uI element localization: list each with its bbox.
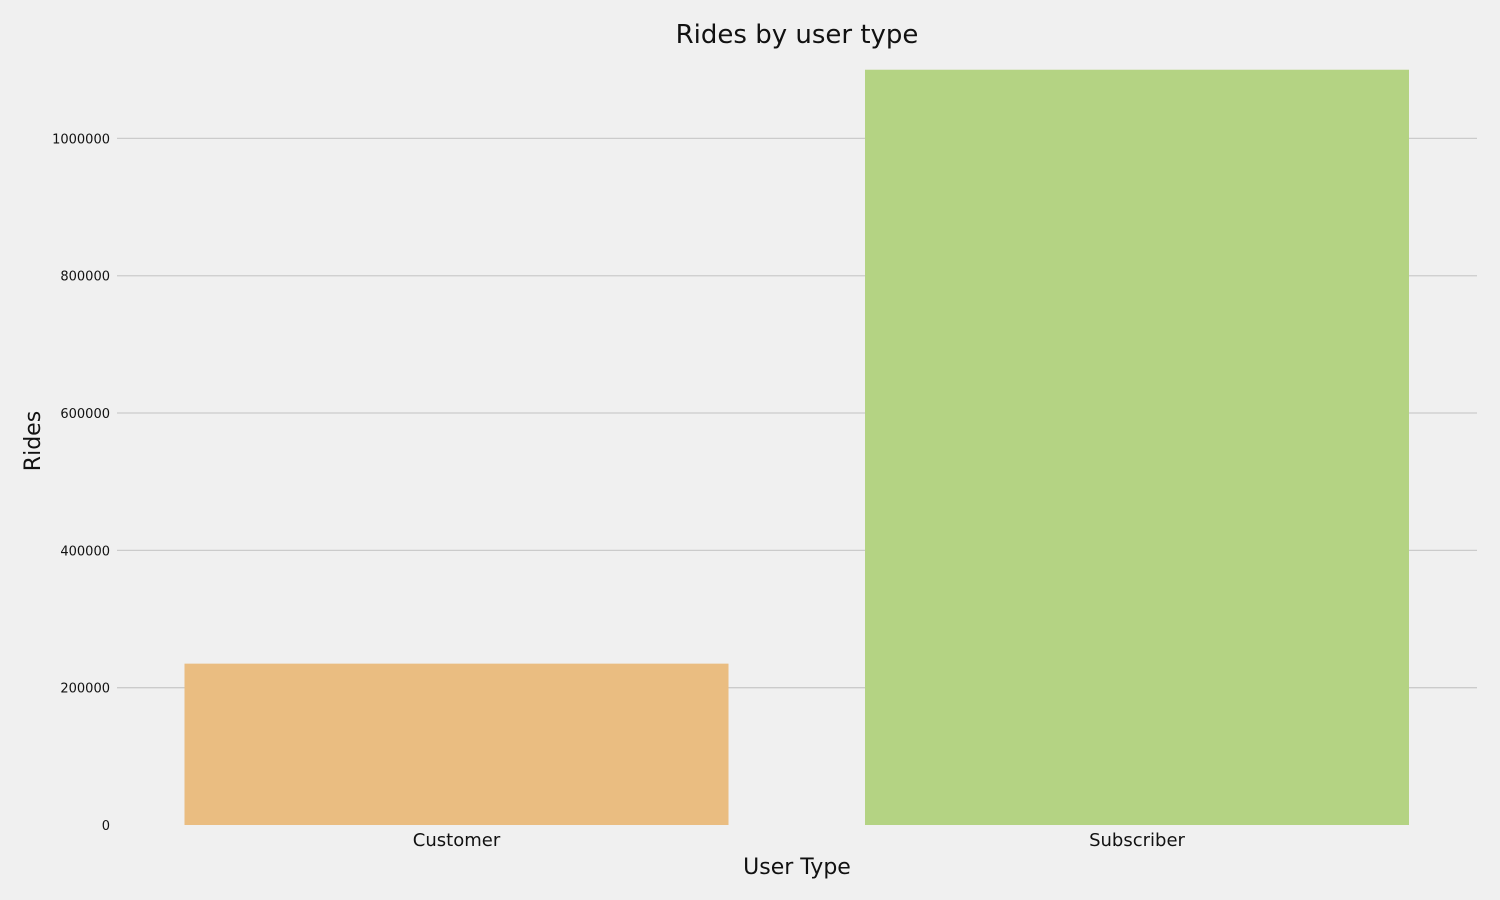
y-tick-label: 800000 (60, 270, 110, 285)
y-tick-label: 1000000 (52, 132, 110, 147)
y-tick-label: 200000 (60, 682, 110, 697)
y-tick-labels: 0 200000 400000 600000 800000 1000000 (52, 132, 110, 834)
y-axis-label: Rides (21, 411, 46, 471)
bars (184, 69, 1409, 826)
x-tick-labels: Customer Subscriber (413, 830, 1186, 851)
bar-customer (184, 663, 729, 825)
chart-title: Rides by user type (676, 20, 919, 50)
y-tick-label: 600000 (60, 407, 110, 422)
y-tick-label: 0 (102, 819, 110, 834)
x-tick-label: Subscriber (1089, 830, 1185, 851)
x-tick-label: Customer (413, 830, 501, 851)
x-axis-label: User Type (743, 855, 851, 880)
bar-subscriber (865, 69, 1409, 826)
y-tick-label: 400000 (60, 544, 110, 559)
